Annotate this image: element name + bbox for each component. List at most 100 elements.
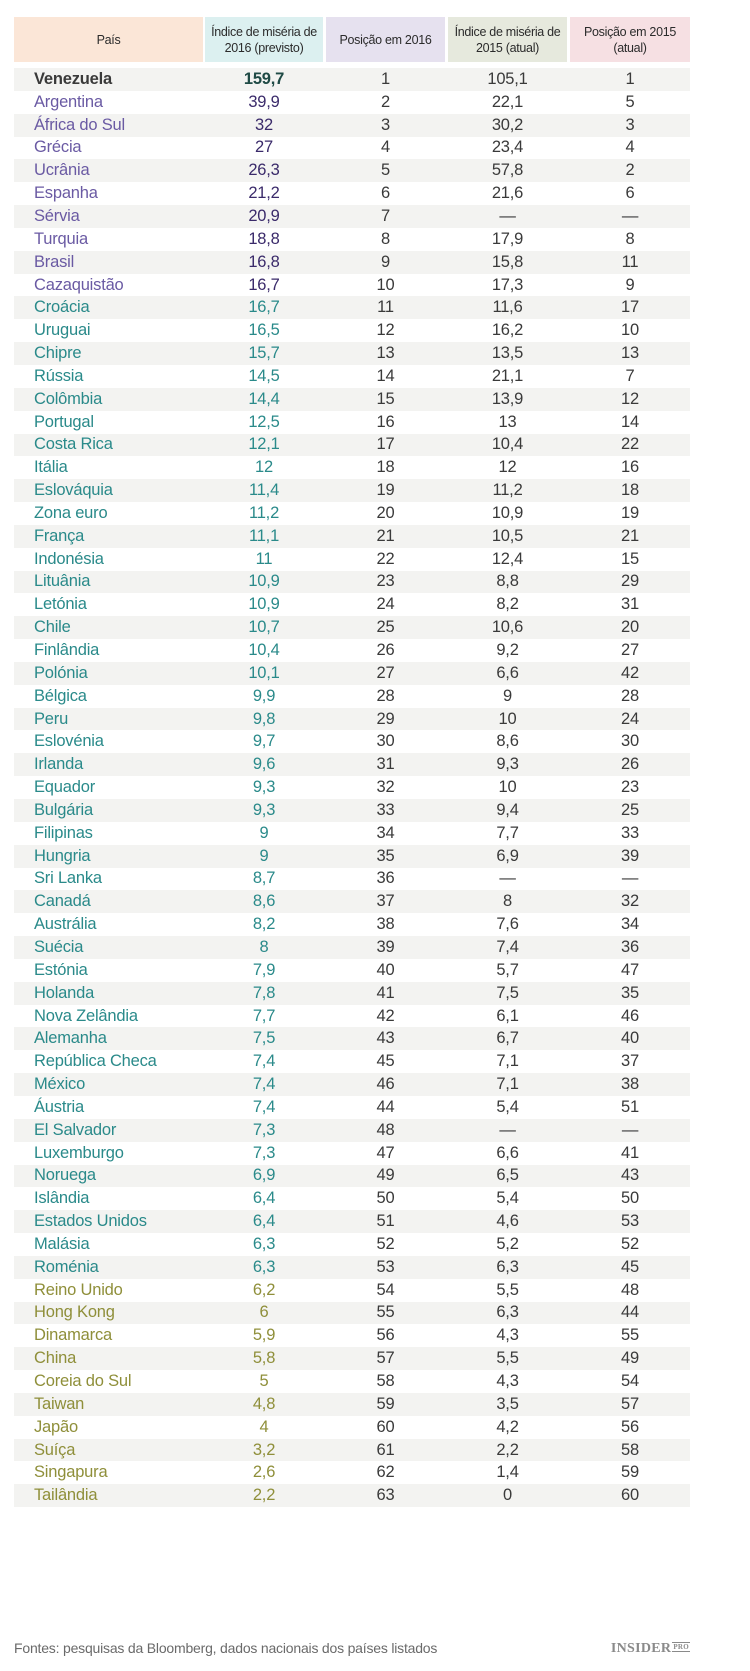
table-cell-index-2016: 9,3 [252,778,276,797]
table-cell-index-2015: 13,5 [491,344,524,363]
table-cell-position-2015: 32 [621,892,639,911]
table-cell-index-2015: 12,4 [491,549,524,568]
table-cell-index-2015: 4,3 [496,1326,519,1345]
table-cell-country: Irlanda [34,755,84,774]
table-cell-position-2016: 54 [376,1280,395,1299]
table-cell-index-2016: 6,9 [252,1166,276,1185]
table-row: Letónia 10,9 24 8,2 31 [14,593,690,616]
table-cell-position-2015: 45 [621,1257,639,1276]
table-cell-index-2015: — [499,1120,516,1139]
table-cell-index-2015: — [499,869,516,888]
table-row: Malásia 6,3 52 5,2 52 [14,1233,690,1256]
table-cell-country: Espanha [34,184,98,203]
table-cell-country: Estados Unidos [34,1212,147,1231]
table-cell-index-2016: 5,8 [252,1349,276,1368]
table-cell-index-2016: 6,4 [252,1189,276,1208]
table-body: Venezuela 159,7 1 105,1 1 Argentina 39,9 2 22,1 5… [14,68,690,1508]
table-row: Indonésia 11 22 12,4 15 [14,548,690,571]
table-cell-index-2016: 9 [259,846,269,865]
table-cell-index-2015: 7,7 [496,823,519,842]
table-cell-position-2015: 22 [621,435,639,454]
table-cell-index-2016: 12,1 [248,435,280,454]
table-row: Singapura 2,6 62 1,4 59 [14,1461,690,1484]
table-row: Bulgária 9,3 33 9,4 25 [14,799,690,822]
table-row: Suécia 8 39 7,4 36 [14,936,690,959]
table-cell-position-2015: 42 [621,663,639,682]
table-cell-position-2016: 16 [376,412,395,431]
table-cell-index-2016: 20,9 [248,206,280,225]
table-cell-position-2015: 39 [621,846,639,865]
table-row: Bélgica 9,9 28 9 28 [14,685,690,708]
table-cell-index-2016: 5 [259,1372,269,1391]
table-cell-index-2016: 8,6 [252,892,276,911]
table-row: Estónia 7,9 40 5,7 47 [14,959,690,982]
table-cell-index-2016: 10,4 [248,641,280,660]
table-cell-position-2015: 57 [621,1394,639,1413]
table-cell-index-2015: 13 [498,412,517,431]
table-cell-position-2016: 36 [376,869,395,888]
table-cell-index-2016: 6 [259,1303,269,1322]
table-cell-index-2016: 10,7 [248,618,280,637]
table-cell-country: Holanda [34,983,95,1002]
table-cell-position-2016: 63 [376,1486,395,1505]
table-row: Uruguai 16,5 12 16,2 10 [14,319,690,342]
table-cell-position-2015: — [621,1120,639,1139]
table-cell-position-2015: 10 [621,321,639,340]
table-cell-position-2015: — [621,206,639,225]
table-cell-position-2016: 8 [381,229,390,248]
table-cell-index-2016: 16,5 [248,321,280,340]
table-cell-country: Eslovénia [34,732,104,751]
table-cell-country: Reino Unido [34,1280,123,1299]
table-row: Eslovénia 9,7 30 8,6 30 [14,730,690,753]
table-cell-country: Uruguai [34,321,91,340]
table-cell-position-2015: 18 [621,481,639,500]
table-row: Finlândia 10,4 26 9,2 27 [14,639,690,662]
table-cell-index-2015: 3,5 [496,1394,519,1413]
table-cell-index-2015: 4,2 [496,1417,519,1436]
table-cell-index-2016: 15,7 [248,344,280,363]
table-cell-country: Polónia [34,663,88,682]
table-cell-position-2016: 18 [376,458,395,477]
table-cell-position-2015: 21 [621,526,639,545]
table-cell-index-2015: 10,6 [491,618,524,637]
table-cell-country: Suíça [34,1440,76,1459]
table-cell-index-2015: 5,4 [496,1189,519,1208]
table-cell-position-2016: 10 [376,275,395,294]
table-cell-index-2016: 11,2 [248,503,280,522]
table-row: Islândia 6,4 50 5,4 50 [14,1187,690,1210]
table-cell-index-2016: 32 [255,115,273,134]
table-cell-index-2015: 6,3 [496,1303,519,1322]
table-cell-country: Alemanha [34,1029,107,1048]
table-cell-position-2015: 20 [621,618,639,637]
table-cell-country: África do Sul [34,115,125,134]
table-row: Sérvia 20,9 7 — — [14,205,690,228]
table-cell-position-2016: 19 [376,481,395,500]
table-cell-position-2015: 14 [621,412,639,431]
table-cell-position-2016: 2 [381,92,390,111]
table-cell-country: Chipre [34,344,82,363]
table-row: Ucrânia 26,3 5 57,8 2 [14,159,690,183]
table-cell-index-2016: 14,5 [248,366,280,385]
table-cell-country: Colômbia [34,389,103,408]
table-cell-position-2015: 24 [621,709,639,728]
table-cell-country: Hungria [34,846,91,865]
table-cell-index-2015: 9,2 [496,641,519,660]
table-cell-index-2015: 8,8 [496,572,519,591]
table-cell-index-2016: 26,3 [248,161,280,180]
table-cell-index-2016: 12,5 [248,412,280,431]
table-cell-index-2016: 12 [255,458,273,477]
table-cell-position-2015: 54 [621,1372,639,1391]
table-cell-position-2015: 30 [621,732,639,751]
table-cell-index-2016: 7,4 [252,1075,276,1094]
table-cell-index-2015: 5,4 [496,1097,519,1116]
table-cell-index-2016: 21,2 [248,184,280,203]
source-note: Fontes: pesquisas da Bloomberg, dados na… [14,1640,438,1656]
table-row: França 11,1 21 10,5 21 [14,524,690,548]
table-cell-index-2016: 8,7 [252,869,276,888]
table-cell-country: Malásia [34,1234,90,1253]
table-cell-position-2015: 16 [621,458,639,477]
table-row: Cazaquistão 16,7 10 17,3 9 [14,274,690,297]
table-cell-country: Estónia [34,960,88,979]
table-cell-position-2016: 41 [376,983,395,1002]
table-cell-position-2015: 2 [625,161,635,180]
